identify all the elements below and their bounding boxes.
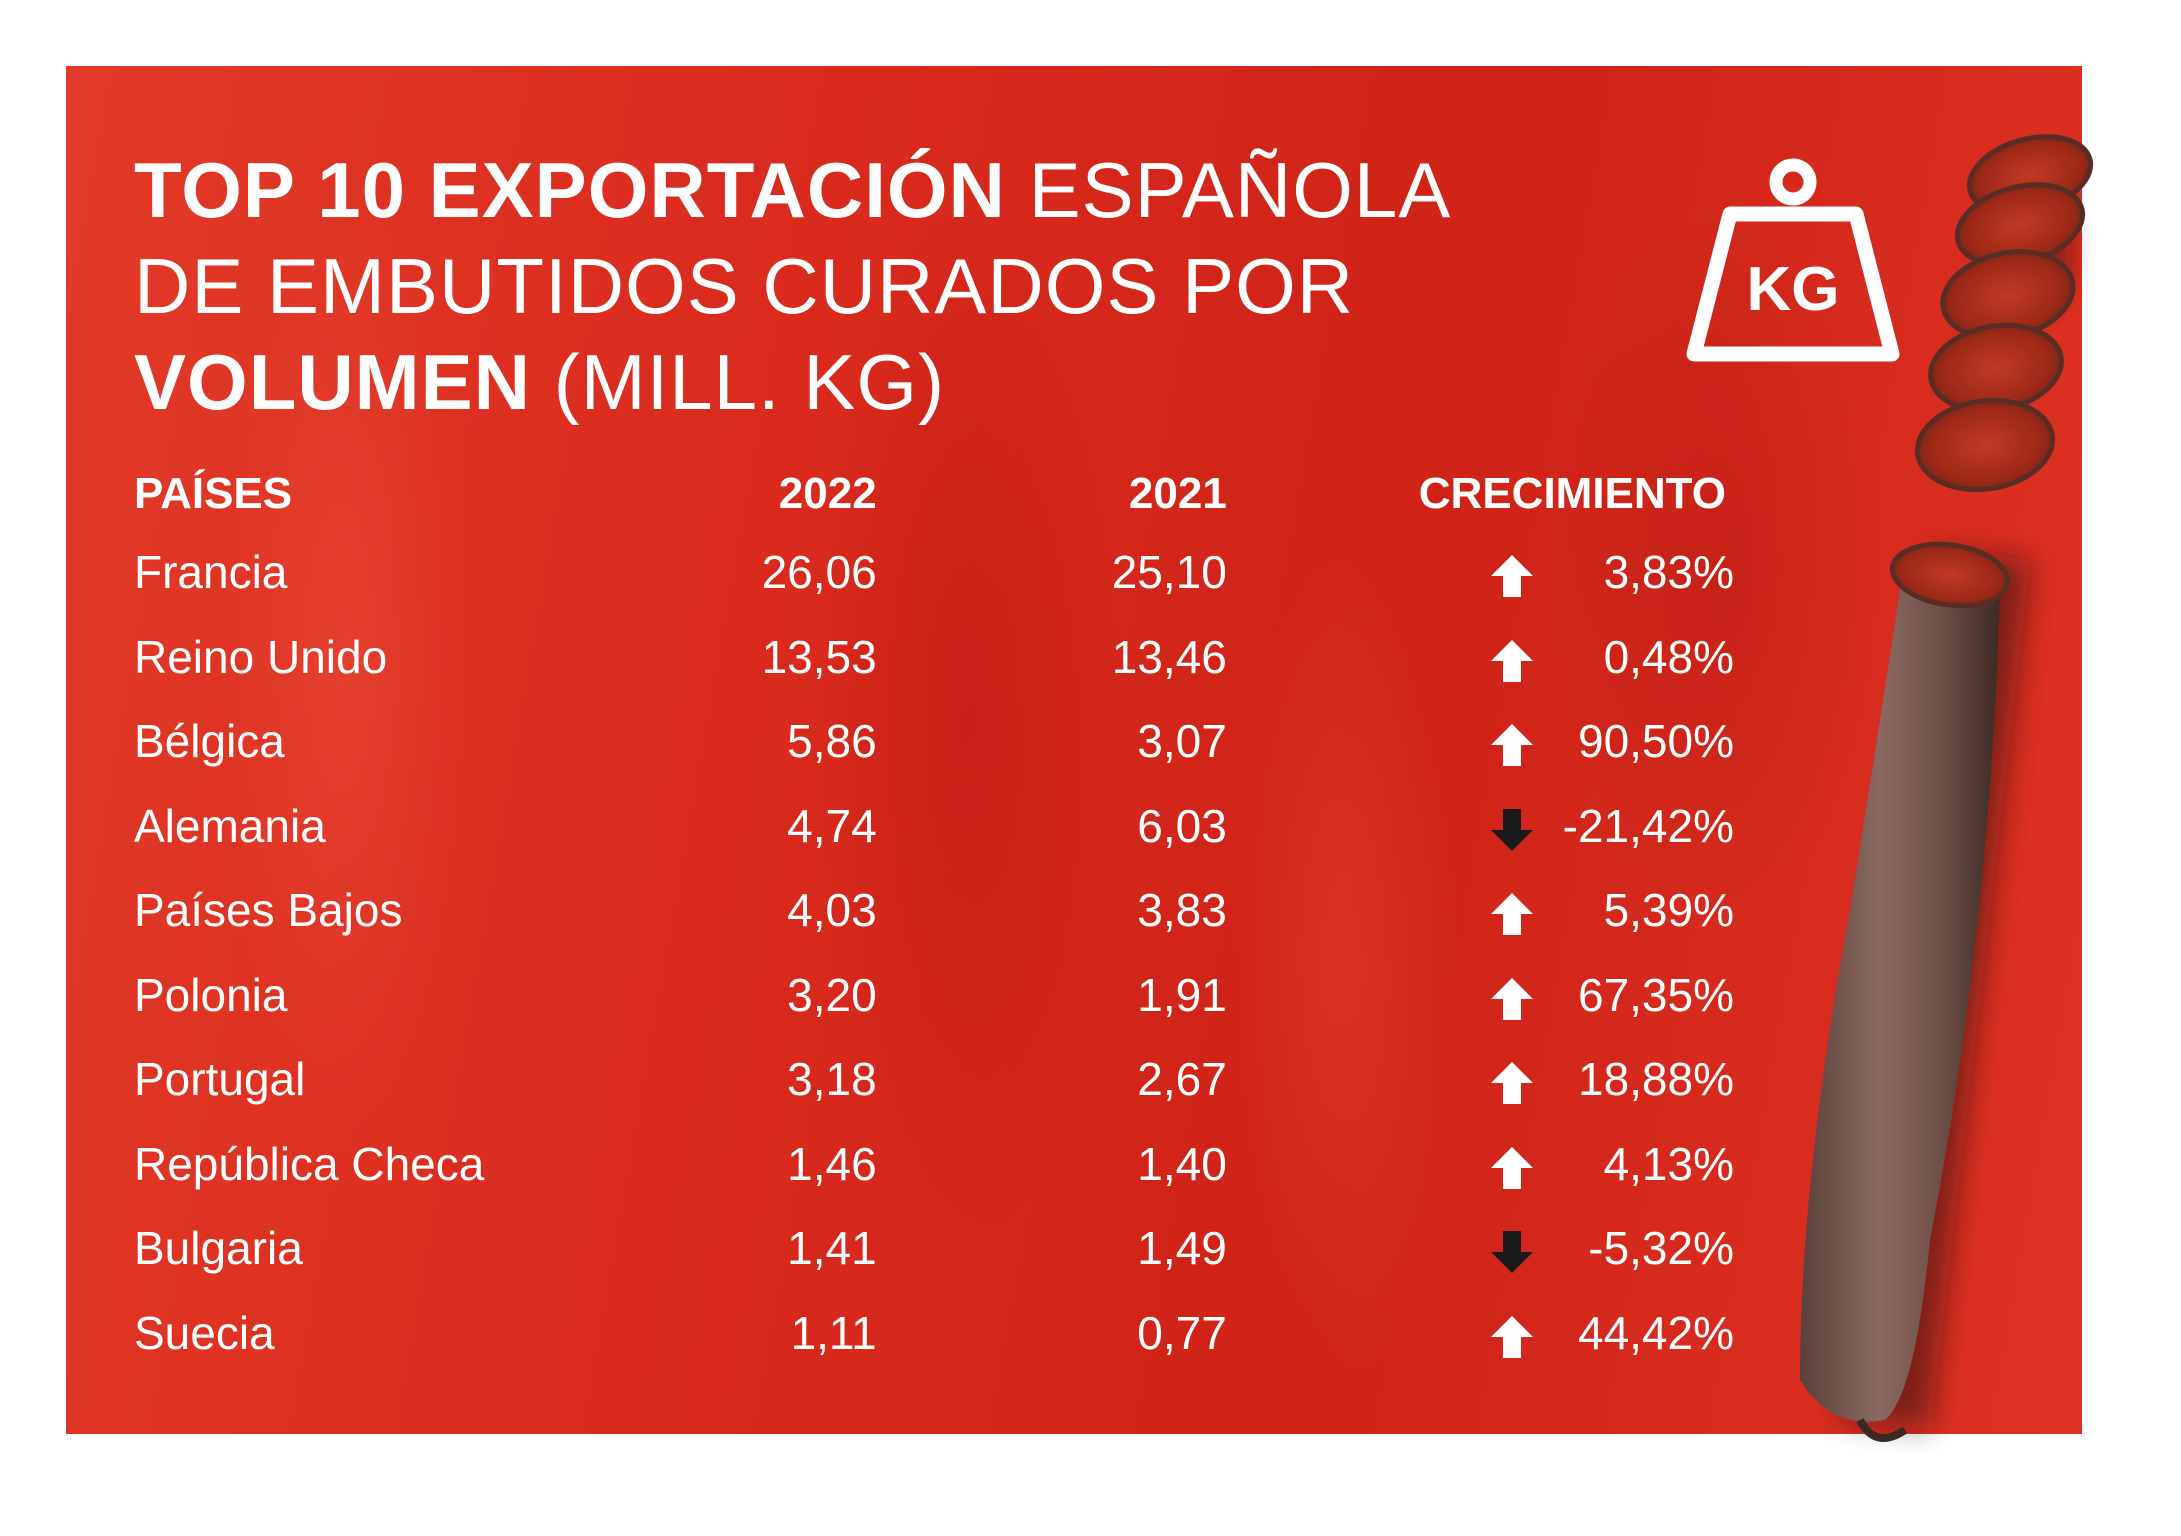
header-2022: 2022	[778, 469, 877, 518]
cell-country: Suecia	[134, 1306, 275, 1359]
title-line2: DE EMBUTIDOS CURADOS POR	[134, 242, 1355, 330]
cell-trend	[1227, 784, 1543, 869]
cell-2021: 2,67	[1137, 1053, 1227, 1106]
cell-2021: 1,49	[1137, 1222, 1227, 1275]
arrow-up-icon	[1490, 977, 1533, 1020]
cell-growth: 18,88%	[1577, 1053, 1734, 1106]
cell-2022: 1,41	[787, 1222, 877, 1275]
weight-body	[1686, 206, 1900, 362]
table-row: Portugal 3,18 2,67 18,88%	[134, 1037, 1734, 1122]
cell-growth: 67,35%	[1577, 968, 1734, 1021]
cell-2021: 1,40	[1137, 1137, 1227, 1190]
export-table: PAÍSES 2022 2021 CRECIMIENTO Francia 26,0…	[134, 458, 1734, 1375]
table-body: Francia 26,06 25,10 3,83% Reino Unido 13,53 13…	[134, 530, 1734, 1375]
title-line1-bold: TOP 10 EXPORTACIÓN	[134, 146, 1006, 234]
header-growth: CRECIMIENTO	[1418, 469, 1726, 518]
cell-2021: 3,07	[1137, 715, 1227, 768]
header-countries: PAÍSES	[134, 469, 293, 518]
table-row: Alemania 4,74 6,03 -21,42%	[134, 784, 1734, 869]
cell-growth: 0,48%	[1603, 630, 1734, 683]
cell-growth: 3,83%	[1603, 546, 1734, 599]
cell-trend	[1227, 868, 1543, 953]
cell-2021: 3,83	[1137, 884, 1227, 937]
cell-2021: 0,77	[1137, 1306, 1227, 1359]
header-2021: 2021	[1128, 469, 1227, 518]
cell-country: Reino Unido	[134, 630, 388, 683]
cell-2022: 1,11	[790, 1306, 877, 1359]
table-header-row: PAÍSES 2022 2021 CRECIMIENTO	[134, 458, 1734, 530]
arrow-up-icon	[1490, 1315, 1533, 1358]
cell-trend	[1227, 615, 1543, 700]
cell-trend	[1227, 699, 1543, 784]
arrow-up-icon	[1490, 639, 1533, 682]
cell-country: Países Bajos	[134, 884, 403, 937]
cell-country: Polonia	[134, 968, 288, 1021]
chorizo-image	[1800, 134, 2094, 1442]
cell-2022: 4,03	[787, 884, 877, 937]
table-row: Países Bajos 4,03 3,83 5,39%	[134, 868, 1734, 953]
weight-ring	[1769, 158, 1817, 206]
cell-growth: -5,32%	[1588, 1222, 1734, 1275]
arrow-up-icon	[1490, 555, 1533, 598]
cell-growth: 5,39%	[1603, 884, 1734, 937]
cell-2021: 6,03	[1137, 799, 1227, 852]
table-row: Suecia 1,11 0,77 44,42%	[134, 1291, 1734, 1376]
arrow-up-icon	[1490, 1062, 1533, 1105]
weight-kg-icon: KG	[1686, 158, 1900, 362]
cell-2022: 4,74	[787, 799, 877, 852]
weight-label: KG	[1747, 255, 1840, 324]
title-line3-bold: VOLUMEN	[134, 338, 531, 426]
table-row: Bulgaria 1,41 1,49 -5,32%	[134, 1206, 1734, 1291]
title: TOP 10 EXPORTACIÓN ESPAÑOLA DE EMBUTIDOS …	[134, 142, 1451, 430]
cell-trend	[1227, 1206, 1543, 1291]
cell-trend	[1227, 1122, 1543, 1207]
cell-2022: 5,86	[787, 715, 877, 768]
cell-growth: 44,42%	[1577, 1306, 1734, 1359]
table-row: Francia 26,06 25,10 3,83%	[134, 530, 1734, 615]
cell-trend	[1227, 1291, 1543, 1376]
cell-country: Alemania	[134, 799, 326, 852]
cell-growth: 4,13%	[1603, 1137, 1734, 1190]
table-row: Bélgica 5,86 3,07 90,50%	[134, 699, 1734, 784]
cell-2021: 25,10	[1111, 546, 1227, 599]
cell-growth: -21,42%	[1562, 799, 1734, 852]
chorizo-slices	[1914, 134, 2094, 493]
cell-country: Bélgica	[134, 715, 285, 768]
table-row: República Checa 1,46 1,40 4,13%	[134, 1122, 1734, 1207]
cell-country: Francia	[134, 546, 288, 599]
cell-2022: 26,06	[761, 546, 877, 599]
cell-2021: 1,91	[1137, 968, 1227, 1021]
arrow-down-icon	[1490, 1231, 1533, 1274]
table-row: Reino Unido 13,53 13,46 0,48%	[134, 615, 1734, 700]
arrow-up-icon	[1490, 1146, 1533, 1189]
cell-2022: 1,46	[787, 1137, 877, 1190]
chorizo-stick	[1800, 541, 2011, 1442]
cell-2022: 3,18	[787, 1053, 877, 1106]
arrow-up-icon	[1490, 724, 1533, 767]
arrow-up-icon	[1490, 893, 1533, 936]
table-row: Polonia 3,20 1,91 67,35%	[134, 953, 1734, 1038]
title-line1-regular: ESPAÑOLA	[1028, 146, 1452, 234]
cell-2022: 3,20	[787, 968, 877, 1021]
cell-2022: 13,53	[761, 630, 877, 683]
cell-country: República Checa	[134, 1137, 485, 1190]
infographic-card: TOP 10 EXPORTACIÓN ESPAÑOLA DE EMBUTIDOS …	[66, 66, 2082, 1434]
cell-2021: 13,46	[1111, 630, 1227, 683]
title-line3-regular: (MILL. KG)	[553, 338, 946, 426]
cell-growth: 90,50%	[1577, 715, 1734, 768]
cell-trend	[1227, 953, 1543, 1038]
cell-country: Portugal	[134, 1053, 306, 1106]
cell-trend	[1227, 530, 1543, 615]
arrow-down-icon	[1490, 808, 1533, 851]
cell-country: Bulgaria	[134, 1222, 303, 1275]
cell-trend	[1227, 1037, 1543, 1122]
